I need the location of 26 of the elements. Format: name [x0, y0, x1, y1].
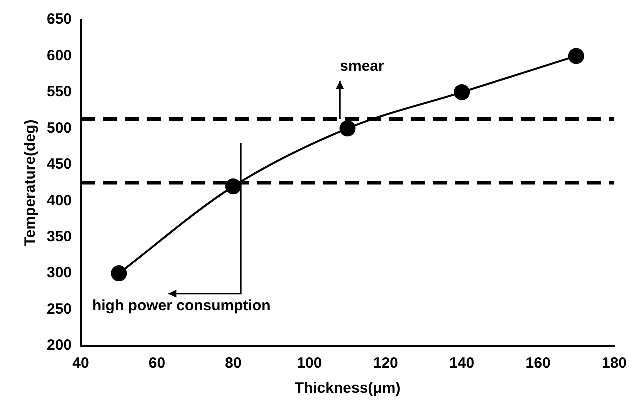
- x-tick-label: 40: [72, 355, 90, 372]
- x-tick-label: 80: [225, 355, 242, 372]
- x-tick-label: 100: [297, 355, 322, 372]
- point: [111, 266, 128, 282]
- y-tick-label: 300: [46, 264, 72, 282]
- y-tick-label: 450: [46, 156, 72, 174]
- x-tick-label: 180: [602, 355, 627, 372]
- y-tick-label: 350: [46, 228, 72, 246]
- y-tick-label: 550: [46, 84, 72, 101]
- y-axis-title: Temperature(deg): [22, 120, 40, 246]
- y-tick-label: 600: [46, 47, 72, 64]
- x-axis-title: Thickness(μm): [294, 380, 401, 398]
- x-tick-label: 140: [450, 355, 475, 372]
- x-tick-label: 160: [526, 355, 551, 372]
- point: [340, 120, 356, 137]
- annotation: high power consumption: [92, 297, 271, 314]
- point: [568, 48, 584, 64]
- point: [454, 84, 470, 100]
- annotation: smear: [340, 58, 384, 76]
- x-tick-label: 120: [373, 355, 398, 372]
- y-tick-label: 500: [46, 120, 72, 137]
- y-tick-label: 250: [46, 300, 72, 318]
- x-tick-label: 60: [148, 355, 166, 372]
- y-tick-label: 650: [46, 11, 72, 28]
- y-tick-label: 200: [46, 337, 72, 354]
- y-tick-label: 400: [46, 192, 72, 210]
